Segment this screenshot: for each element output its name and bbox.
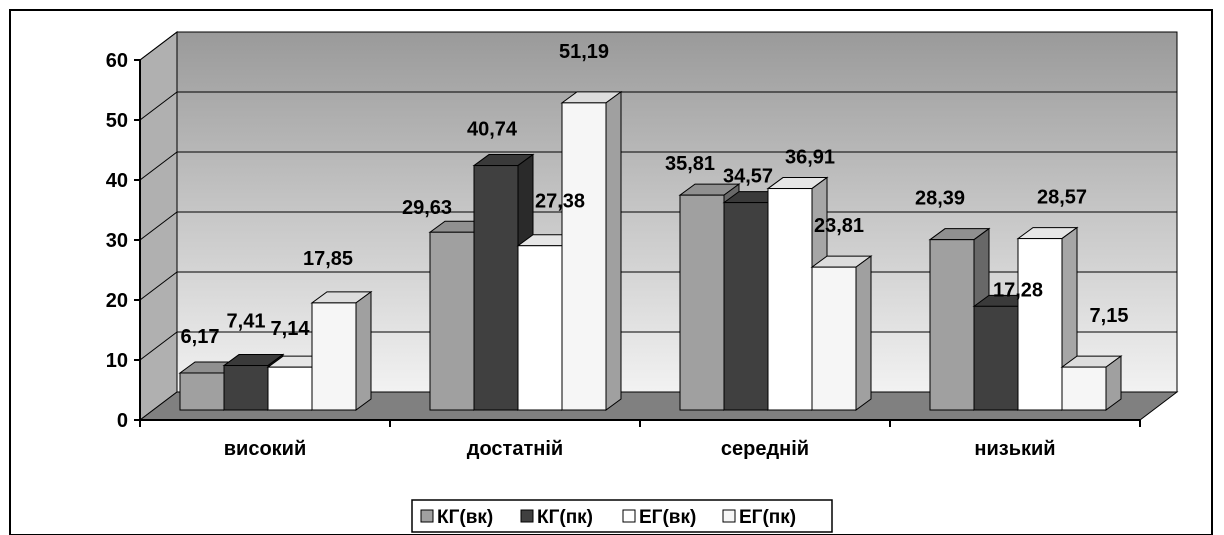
bar-side (855, 255, 872, 411)
bar (767, 188, 813, 411)
x-tick-label: високий (224, 438, 307, 460)
x-axis-ticks: високий достатній середній низький (139, 420, 1141, 460)
legend-label-3: ЕГ(пк) (739, 507, 796, 528)
data-label: 29,63 (402, 197, 452, 219)
legend-label-2: ЕГ(вк) (639, 507, 696, 528)
data-label: 7,15 (1090, 305, 1129, 327)
bar (223, 365, 269, 411)
y-tick-label: 50 (106, 110, 128, 132)
x-tick-label: достатній (467, 438, 563, 460)
data-label: 17,28 (993, 279, 1043, 301)
bar (811, 266, 857, 411)
data-label: 7,14 (271, 318, 311, 340)
data-label: 17,85 (303, 248, 353, 270)
data-label: 36,91 (785, 147, 835, 169)
bar (723, 202, 769, 411)
legend-swatch-3 (722, 509, 736, 523)
bar (311, 302, 357, 411)
legend-swatch-0 (420, 509, 434, 523)
legend-box (411, 499, 833, 533)
bar (267, 366, 313, 411)
bar (517, 245, 563, 411)
y-tick-label: 60 (106, 50, 128, 72)
data-label: 51,19 (559, 41, 609, 63)
gridline-side (139, 151, 178, 181)
data-labels: 6,17 29,63 35,81 28,39 7,41 40,74 34,57 17,28 7,… (181, 41, 1129, 348)
gridline-side (139, 211, 178, 241)
bar (561, 102, 607, 411)
bar (179, 372, 225, 411)
gridline-side (139, 91, 178, 121)
y-tick-label: 0 (117, 410, 128, 432)
gridline-side (139, 331, 178, 361)
bar (929, 239, 975, 411)
legend-swatch-2 (622, 509, 636, 523)
data-label: 6,17 (181, 326, 220, 348)
data-label: 34,57 (723, 166, 773, 188)
data-label: 7,41 (227, 311, 266, 333)
bar (1061, 366, 1107, 411)
bar (679, 194, 725, 411)
bar (973, 305, 1019, 411)
y-axis-ticks: 0 10 20 30 40 50 60 (106, 50, 140, 432)
x-tick-label: низький (974, 438, 1055, 460)
gridline-side (139, 31, 178, 61)
bar-side (605, 90, 622, 411)
legend-label-1: КГ(пк) (537, 507, 593, 528)
bars (178, 90, 1123, 411)
y-tick-label: 30 (106, 230, 128, 252)
bar (429, 231, 475, 411)
bar-side (355, 290, 372, 411)
bar (1017, 238, 1063, 411)
y-tick-label: 10 (106, 350, 128, 372)
data-label: 27,38 (535, 191, 585, 213)
data-label: 40,74 (467, 119, 518, 141)
data-label: 23,81 (814, 215, 864, 237)
legend-swatch-1 (520, 509, 534, 523)
legend-label-0: КГ(вк) (437, 507, 493, 528)
data-label: 28,39 (915, 188, 965, 210)
data-label: 35,81 (665, 153, 715, 175)
gridline-side (139, 271, 178, 301)
y-tick-label: 20 (106, 290, 128, 312)
data-label: 28,57 (1037, 187, 1087, 209)
y-tick-label: 40 (106, 170, 128, 192)
x-tick-label: середній (721, 438, 809, 460)
legend: КГ(вк) КГ(пк) ЕГ(вк) ЕГ(пк) (411, 499, 833, 533)
bar (473, 165, 519, 411)
